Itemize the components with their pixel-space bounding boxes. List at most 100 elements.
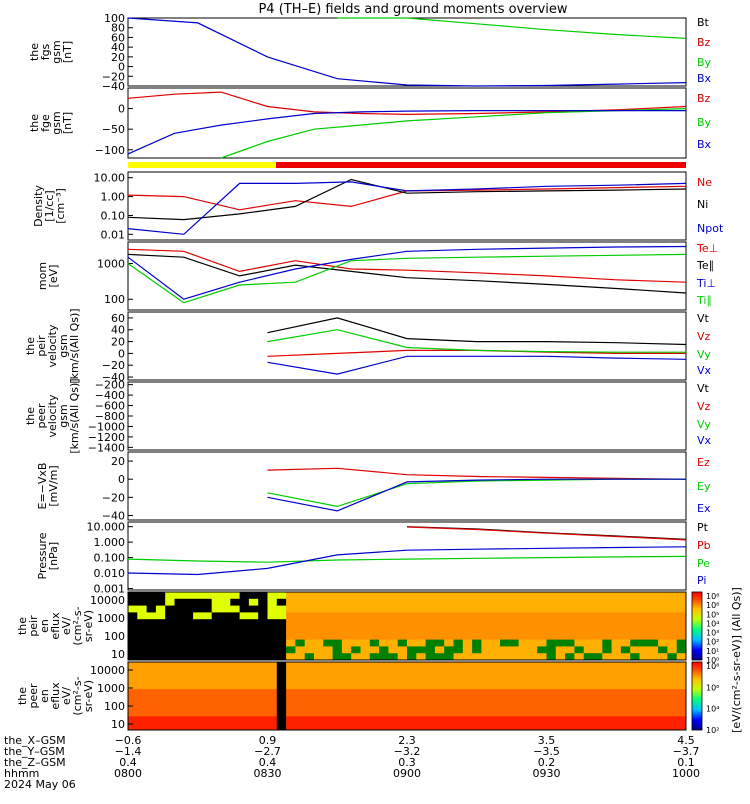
spectrogram-cell	[184, 619, 194, 626]
spectrogram-cell	[677, 619, 687, 626]
spectrogram-cell	[165, 662, 175, 669]
spectrogram-cell	[584, 646, 594, 653]
spectrogram-cell	[407, 682, 417, 689]
y-tick-label: 10000	[90, 664, 125, 677]
spectrogram-cell	[556, 710, 566, 717]
spectrogram-cell	[565, 662, 575, 669]
spectrogram-cell	[630, 703, 640, 710]
legend-label: Bx	[697, 138, 712, 151]
spectrogram-cell	[658, 669, 668, 676]
spectrogram-cell	[240, 723, 250, 730]
spectrogram-cell	[398, 646, 408, 653]
spectrogram-cell	[454, 723, 464, 730]
spectrogram-cell	[258, 640, 268, 647]
spectrogram-cell	[398, 592, 408, 599]
series-line-Ey	[268, 479, 687, 506]
y-axis-label: [km/s(All Qs)]	[68, 378, 81, 453]
spectrogram-cell	[472, 716, 482, 723]
y-tick-label: −20	[102, 491, 125, 504]
spectrogram-cell	[574, 723, 584, 730]
spectrogram-cell	[630, 669, 640, 676]
spectrogram-cell	[612, 640, 622, 647]
spectrogram-cell	[147, 599, 157, 606]
spectrogram-cell	[212, 646, 222, 653]
spectrogram-cell	[249, 696, 259, 703]
spectrogram-cell	[621, 633, 631, 640]
spectrogram-cell	[398, 723, 408, 730]
spectrogram-cell	[156, 612, 166, 619]
spectrogram-cell	[528, 640, 538, 647]
spectrogram-cell	[435, 669, 445, 676]
legend-label: Vz	[697, 400, 711, 413]
spectrogram-cell	[602, 696, 612, 703]
spectrogram-cell	[193, 696, 203, 703]
spectrogram-cell	[361, 696, 371, 703]
spectrogram-cell	[175, 689, 185, 696]
spectrogram-cell	[416, 599, 426, 606]
spectrogram-cell	[314, 626, 324, 633]
spectrogram-cell	[333, 626, 343, 633]
spectrogram-cell	[416, 689, 426, 696]
spectrogram-cell	[249, 682, 259, 689]
spectrogram-cell	[565, 599, 575, 606]
spectrogram-cell	[156, 710, 166, 717]
spectrogram-cell	[175, 710, 185, 717]
spectrogram-cell	[314, 633, 324, 640]
spectrogram-cell	[175, 653, 185, 660]
spectrogram-cell	[500, 633, 510, 640]
spectrogram-cell	[193, 633, 203, 640]
spectrogram-cell	[202, 653, 212, 660]
spectrogram-cell	[435, 723, 445, 730]
spectrogram-cell	[528, 646, 538, 653]
spectrogram-cell	[621, 710, 631, 717]
spectrogram-cell	[519, 646, 529, 653]
spectrogram-cell	[184, 592, 194, 599]
spectrogram-cell	[519, 626, 529, 633]
spectrogram-cell	[667, 633, 677, 640]
spectrogram-cell	[370, 723, 380, 730]
spectrogram-cell	[175, 612, 185, 619]
spectrogram-cell	[398, 716, 408, 723]
spectrogram-cell	[649, 682, 659, 689]
spectrogram-cell	[491, 599, 501, 606]
spectrogram-cell	[407, 640, 417, 647]
spectrogram-cell	[537, 612, 547, 619]
spectrogram-cell	[621, 606, 631, 613]
spectrogram-cell	[184, 653, 194, 660]
spectrogram-cell	[481, 669, 491, 676]
spectrogram-cell	[481, 662, 491, 669]
spectrogram-cell	[268, 612, 278, 619]
spectrogram-cell	[398, 689, 408, 696]
spectrogram-cell	[184, 633, 194, 640]
spectrogram-cell	[193, 612, 203, 619]
spectrogram-cell	[314, 703, 324, 710]
spectrogram-cell	[221, 619, 231, 626]
spectrogram-cell	[528, 619, 538, 626]
spectrogram-cell	[621, 669, 631, 676]
spectrogram-cell	[407, 599, 417, 606]
spectrogram-cell	[556, 599, 566, 606]
spectrogram-cell	[426, 676, 436, 683]
colorbar-label: [eV/(cm²-s-sr-eV)] (All Qs)]	[730, 587, 743, 733]
legend-label: Pb	[697, 539, 711, 552]
spectrogram-cell	[584, 619, 594, 626]
spectrogram-cell	[351, 612, 361, 619]
spectrogram-cell	[649, 662, 659, 669]
spectrogram-cell	[268, 669, 278, 676]
spectrogram-cell	[565, 653, 575, 660]
spectrogram-cell	[305, 626, 315, 633]
spectrogram-cell	[361, 682, 371, 689]
spectrogram-cell	[574, 633, 584, 640]
spectrogram-cell	[407, 619, 417, 626]
spectrogram-cell	[640, 653, 650, 660]
spectrogram-cell	[491, 710, 501, 717]
spectrogram-cell	[379, 676, 389, 683]
spectrogram-cell	[137, 676, 147, 683]
spectrogram-cell	[277, 626, 287, 633]
spectrogram-cell	[621, 696, 631, 703]
spectrogram-cell	[221, 689, 231, 696]
y-axis-label: sr-eV)	[82, 680, 95, 712]
spectrogram-cell	[454, 633, 464, 640]
spectrogram-cell	[230, 612, 240, 619]
spectrogram-cell	[500, 689, 510, 696]
